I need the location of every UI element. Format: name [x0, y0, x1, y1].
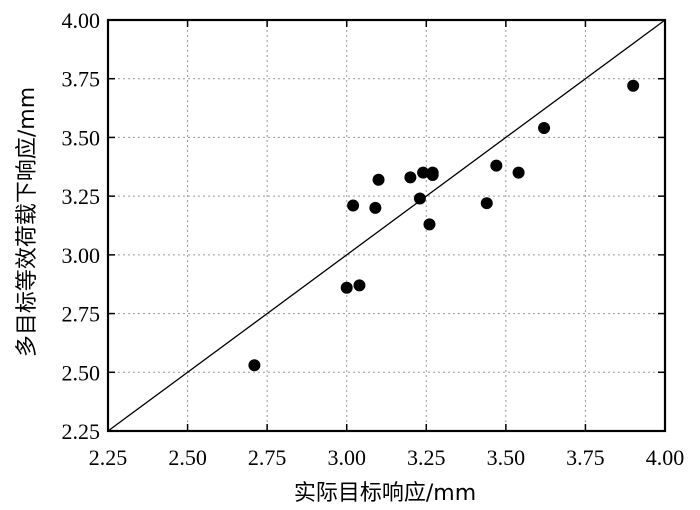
x-tick-labels: 2.25 2.50 2.75 3.00 3.25 3.50 3.75 4.00	[89, 445, 685, 470]
y-tick-label: 2.75	[62, 302, 101, 327]
y-tick-label: 3.25	[62, 184, 101, 209]
data-point	[480, 197, 493, 210]
data-point	[369, 201, 382, 214]
data-point	[423, 218, 436, 231]
x-tick-label: 4.00	[646, 445, 685, 470]
x-tick-label: 3.25	[407, 445, 446, 470]
data-point	[372, 173, 385, 186]
data-point	[417, 166, 430, 179]
axis-ticks	[107, 19, 666, 432]
data-point	[490, 159, 503, 172]
x-tick-label: 2.25	[89, 445, 128, 470]
data-point	[426, 169, 439, 182]
x-tick-label: 3.75	[566, 445, 605, 470]
data-point	[413, 192, 426, 205]
data-point	[340, 281, 353, 294]
y-tick-label: 4.00	[62, 8, 101, 33]
y-tick-label: 3.00	[62, 243, 101, 268]
y-tick-labels: 2.25 2.50 2.75 3.00 3.25 3.50 3.75 4.00	[62, 8, 101, 444]
y-tick-label: 2.50	[62, 360, 101, 385]
x-tick-label: 2.75	[248, 445, 287, 470]
plot-frame	[106, 18, 667, 433]
data-point	[248, 359, 261, 372]
data-points	[248, 79, 640, 372]
y-tick-label: 3.75	[62, 67, 101, 92]
x-tick-label: 3.00	[327, 445, 366, 470]
data-point	[347, 199, 360, 212]
y-tick-label: 3.50	[62, 125, 101, 150]
data-point	[538, 122, 551, 135]
reference-line-y-equals-x	[107, 19, 666, 432]
x-tick-label: 2.50	[168, 445, 207, 470]
x-axis-title: 实际目标响应/mm	[294, 481, 476, 506]
data-point	[512, 166, 525, 179]
data-point	[353, 279, 366, 292]
y-tick-label: 2.25	[62, 419, 101, 444]
x-tick-label: 3.50	[487, 445, 526, 470]
data-point	[404, 171, 417, 184]
data-point	[627, 79, 640, 92]
y-axis-title: 多目标等效荷载下响应/mm	[15, 87, 40, 357]
